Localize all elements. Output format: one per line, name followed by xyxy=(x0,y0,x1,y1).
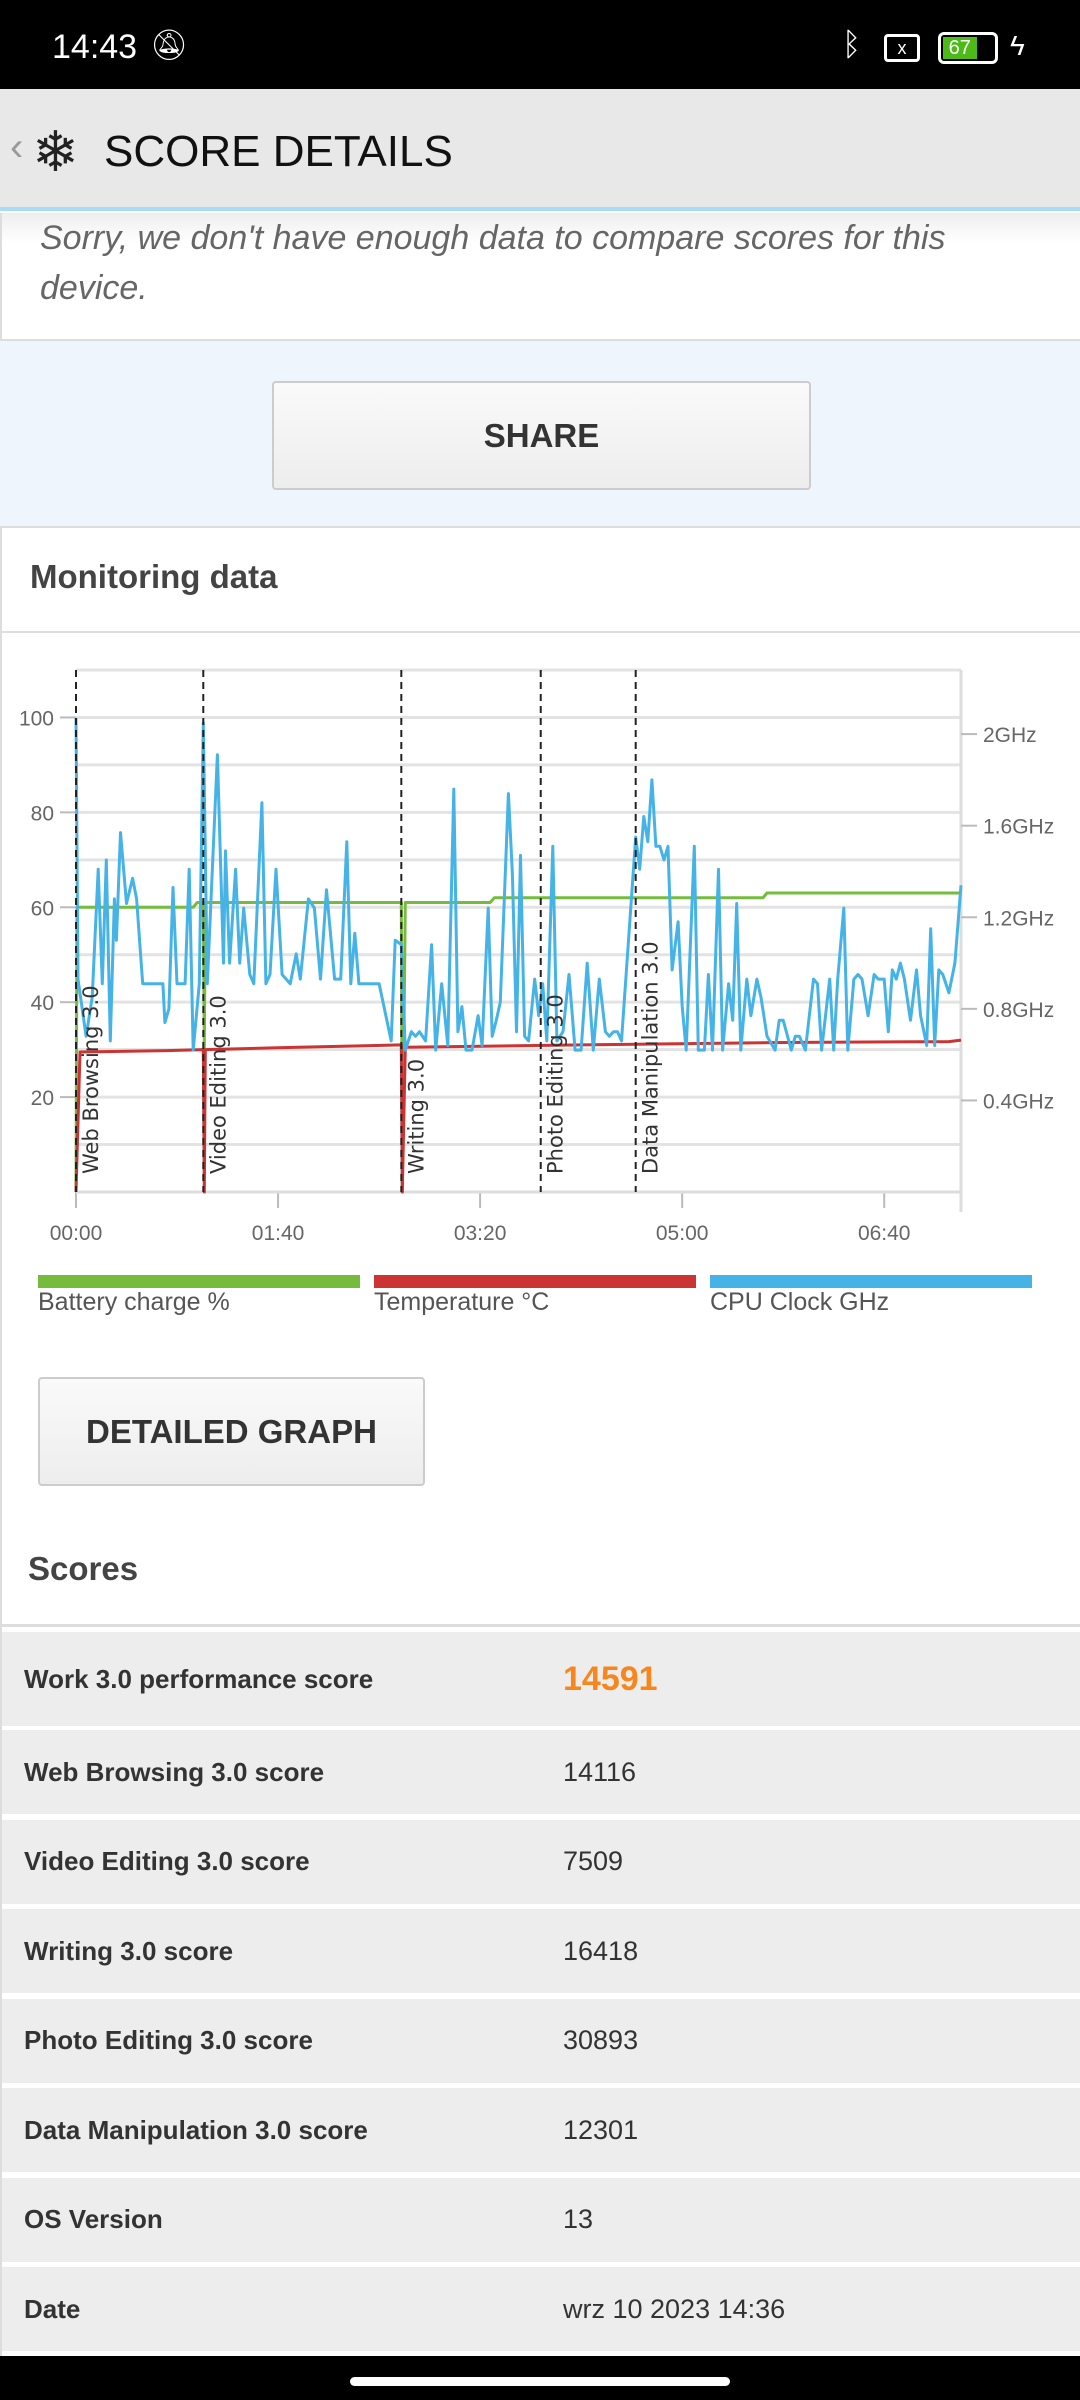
event-marker-label: Web Browsing 3.0 xyxy=(79,985,103,1174)
legend-swatch-battery xyxy=(38,1275,360,1288)
score-value: 30893 xyxy=(563,2025,639,2055)
score-value: wrz 10 2023 14:36 xyxy=(563,2293,786,2324)
comparison-card: Sorry, we don't have enough data to comp… xyxy=(0,213,1080,341)
y-left-tick-label: 60 xyxy=(31,897,54,920)
home-gesture-handle[interactable] xyxy=(350,2377,730,2386)
score-value: 13 xyxy=(563,2204,594,2234)
monitoring-card: Monitoring data xyxy=(0,526,1080,2356)
x-tick-label: 00:00 xyxy=(50,1222,103,1245)
event-marker-label: Photo Editing 3.0 xyxy=(544,994,568,1174)
share-button[interactable]: SHARE xyxy=(272,381,811,490)
mute-bell-icon: 🔕︎ xyxy=(150,29,189,62)
legend-swatch-temperature xyxy=(374,1275,696,1288)
score-row: Video Editing 3.0 score 7509 xyxy=(2,1819,1080,1904)
no-sim-icon: x xyxy=(884,34,920,62)
score-value: 7509 xyxy=(563,1846,624,1876)
score-row: Work 3.0 performance score 14591 xyxy=(2,1632,1080,1726)
back-icon[interactable]: ‹ xyxy=(10,125,24,169)
score-value: 14116 xyxy=(563,1756,637,1787)
temperature-line xyxy=(74,1038,962,1194)
x-tick-label: 03:20 xyxy=(454,1222,507,1245)
score-row: Web Browsing 3.0 score 14116 xyxy=(2,1730,1080,1814)
y-right-tick-label: 2GHz xyxy=(983,724,1037,747)
score-label: Web Browsing 3.0 score xyxy=(24,1756,325,1787)
score-row: OS Version 13 xyxy=(2,2177,1080,2262)
y-left-tick-label: 20 xyxy=(31,1087,54,1110)
scores-title: Scores xyxy=(28,1550,139,1587)
score-value: 12301 xyxy=(563,2114,639,2145)
legend-swatch-cpu xyxy=(710,1275,1032,1288)
score-value: 14591 xyxy=(563,1659,658,1698)
monitoring-chart: 20 40 60 80 100 0.4GHz 0.8GHz 1.2GHz 1.6GHz 2GHz 0… xyxy=(19,668,1054,1245)
event-marker-label: Data Manipulation 3.0 xyxy=(639,941,663,1174)
monitoring-title: Monitoring data xyxy=(30,558,278,595)
score-label: Work 3.0 performance score xyxy=(24,1663,374,1694)
score-row: Date wrz 10 2023 14:36 xyxy=(2,2267,1080,2351)
share-section: SHARE xyxy=(0,341,1080,527)
y-left-tick-label: 80 xyxy=(31,802,54,825)
score-label: Writing 3.0 score xyxy=(24,1935,234,1966)
x-tick-label: 06:40 xyxy=(858,1222,911,1245)
legend-label-temperature: Temperature °C xyxy=(374,1288,550,1316)
divider xyxy=(2,631,1080,633)
battery-icon: 67 xyxy=(938,32,998,64)
clock: 14:43 xyxy=(52,28,138,66)
app-bar: ‹ ❄ SCORE DETAILS xyxy=(0,89,1080,211)
legend-label-cpu: CPU Clock GHz xyxy=(710,1288,890,1316)
score-label: Video Editing 3.0 score xyxy=(24,1846,310,1876)
score-label: OS Version xyxy=(24,2204,163,2234)
legend-label-battery: Battery charge % xyxy=(38,1288,230,1316)
score-value: 16418 xyxy=(563,1935,639,1966)
snowflake-logo-icon: ❄ xyxy=(32,120,79,183)
battery-level: 67 xyxy=(943,37,977,59)
page-title: SCORE DETAILS xyxy=(104,127,453,176)
charging-icon: ϟ xyxy=(1010,30,1025,61)
x-tick-label: 05:00 xyxy=(656,1222,709,1245)
score-row: Data Manipulation 3.0 score 12301 xyxy=(2,2088,1080,2172)
y-left-tick-label: 100 xyxy=(19,707,54,730)
x-tick-label: 01:40 xyxy=(252,1222,305,1245)
detailed-graph-button[interactable]: DETAILED GRAPH xyxy=(38,1377,425,1486)
y-left-tick-label: 40 xyxy=(31,992,54,1015)
event-marker-label: Video Editing 3.0 xyxy=(206,995,230,1174)
y-right-tick-label: 0.4GHz xyxy=(983,1090,1054,1113)
bluetooth-icon: ᛒ xyxy=(842,26,862,62)
score-row: Photo Editing 3.0 score 30893 xyxy=(2,1998,1080,2083)
score-label: Date xyxy=(24,2293,81,2324)
event-marker-label: Writing 3.0 xyxy=(404,1059,428,1174)
y-right-tick-label: 1.6GHz xyxy=(983,816,1054,839)
score-row: Writing 3.0 score 16418 xyxy=(2,1909,1080,1993)
no-data-notice: Sorry, we don't have enough data to comp… xyxy=(40,219,946,307)
cpu-clock-line xyxy=(74,718,963,1052)
y-right-tick-label: 0.8GHz xyxy=(983,999,1054,1022)
score-label: Photo Editing 3.0 score xyxy=(24,2025,313,2055)
status-bar: 14:43 🔕︎ ᛒ x 67 ϟ xyxy=(0,0,1080,89)
score-label: Data Manipulation 3.0 score xyxy=(24,2114,368,2145)
divider xyxy=(0,1624,1080,1627)
y-right-tick-label: 1.2GHz xyxy=(983,907,1054,930)
